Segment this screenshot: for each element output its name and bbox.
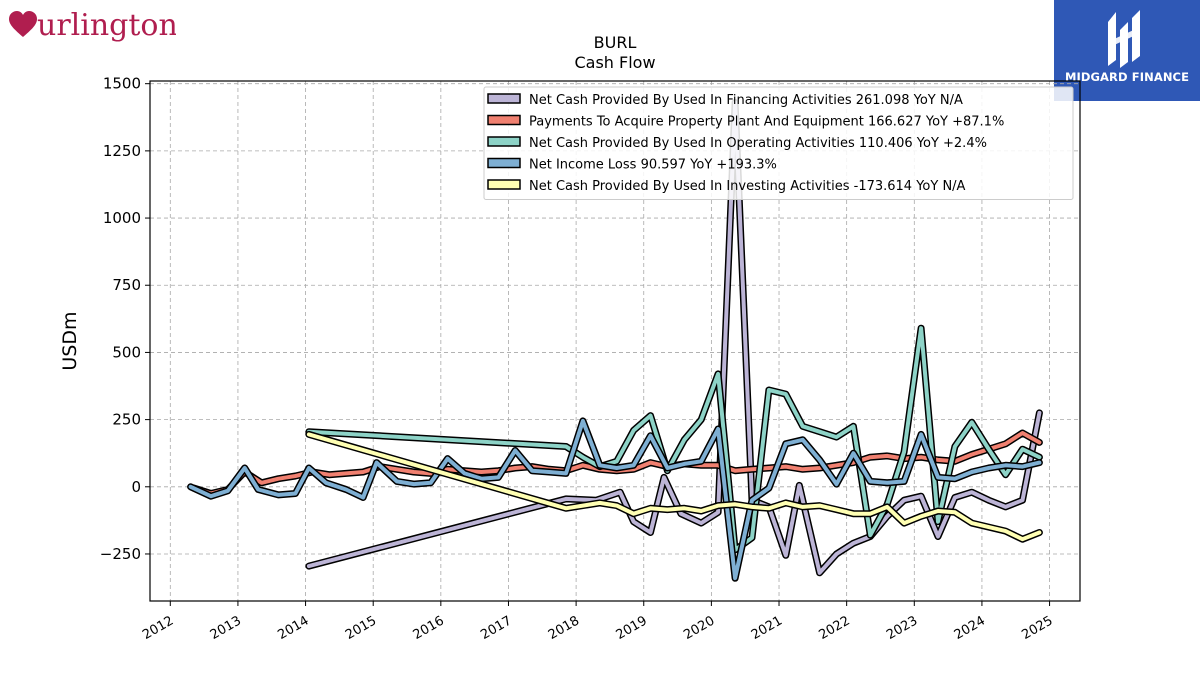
y-tick-label: 250 bbox=[112, 411, 141, 429]
x-tick-label: 2016 bbox=[411, 613, 447, 643]
y-tick-label: 500 bbox=[112, 343, 141, 361]
x-tick-label: 2020 bbox=[681, 613, 717, 643]
x-tick-label: 2021 bbox=[749, 613, 785, 643]
legend: Net Cash Provided By Used In Financing A… bbox=[483, 86, 1074, 200]
legend-entry: Net Cash Provided By Used In Financing A… bbox=[529, 93, 963, 108]
x-tick-label: 2023 bbox=[884, 613, 920, 643]
series-line bbox=[306, 100, 1042, 575]
midgard-emblem-icon bbox=[1108, 10, 1140, 68]
x-tick-label: 2015 bbox=[343, 613, 379, 643]
x-tick-label: 2024 bbox=[952, 613, 988, 643]
y-tick-label: 1250 bbox=[103, 142, 141, 160]
chart-title: BURL bbox=[594, 33, 637, 52]
x-tick-label: 2019 bbox=[614, 613, 650, 643]
legend-swatch bbox=[487, 179, 521, 190]
series-line bbox=[188, 418, 1042, 581]
midgard-finance-logo: MIDGARD FINANCE bbox=[1054, 0, 1200, 101]
x-tick-label: 2017 bbox=[478, 613, 514, 643]
burlington-logo: urlington bbox=[6, 4, 178, 46]
legend-entry: Payments To Acquire Property Plant And E… bbox=[529, 115, 1004, 130]
partner-name: MIDGARD FINANCE bbox=[1064, 70, 1190, 84]
x-tick-label: 2013 bbox=[208, 613, 244, 643]
legend-swatch bbox=[487, 93, 521, 104]
legend-box bbox=[483, 86, 1074, 200]
series-lines bbox=[187, 99, 1043, 582]
series-line bbox=[306, 326, 1042, 552]
y-tick-label: −250 bbox=[100, 545, 141, 563]
legend-entry: Net Cash Provided By Used In Investing A… bbox=[529, 179, 966, 194]
series-0 bbox=[305, 99, 1043, 577]
x-tick-label: 2018 bbox=[546, 613, 582, 643]
x-tick-label: 2012 bbox=[140, 613, 176, 643]
legend-swatch bbox=[487, 157, 521, 169]
series-line bbox=[306, 432, 1042, 542]
x-tick-label: 2025 bbox=[1019, 613, 1055, 643]
y-tick-label: 750 bbox=[112, 276, 141, 294]
legend-entry: Net Cash Provided By Used In Operating A… bbox=[529, 136, 987, 151]
series-4 bbox=[305, 430, 1043, 543]
legend-swatch bbox=[487, 136, 521, 147]
y-tick-label: 1500 bbox=[103, 75, 141, 93]
x-tick-label: 2022 bbox=[816, 613, 852, 643]
chart-subtitle: Cash Flow bbox=[574, 53, 655, 72]
legend-swatch bbox=[487, 114, 521, 126]
plot-frame bbox=[149, 80, 1081, 602]
y-tick-label: 0 bbox=[131, 478, 141, 496]
series-3 bbox=[187, 417, 1043, 582]
series-2 bbox=[305, 324, 1043, 554]
y-axis-label: USDm bbox=[59, 311, 81, 370]
brand-logo-text: urlington bbox=[37, 8, 176, 43]
x-tick-label: 2014 bbox=[275, 613, 311, 643]
y-tick-label: 1000 bbox=[103, 209, 141, 227]
legend-entry: Net Income Loss 90.597 YoY +193.3% bbox=[529, 158, 777, 173]
